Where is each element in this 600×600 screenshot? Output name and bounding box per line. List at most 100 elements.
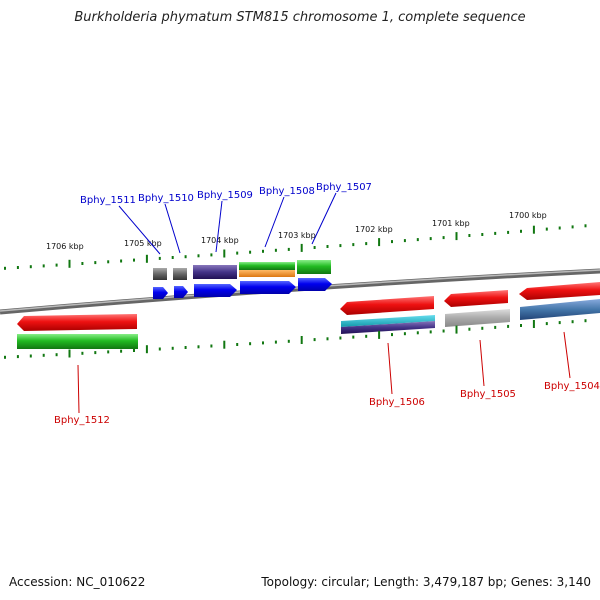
- scale-tick-minor: [29, 354, 32, 358]
- scale-tick-minor: [120, 349, 123, 353]
- gene-arrow-bphy-1512[interactable]: [17, 314, 137, 331]
- scale-tick-minor: [107, 350, 110, 354]
- scale-tick-minor: [339, 244, 342, 248]
- gene-block-bphy-1507-a[interactable]: [297, 260, 331, 274]
- scale-tick-major: [300, 336, 303, 344]
- leader-line-bphy-1509: [215, 200, 223, 253]
- gene-block-bphy-1506-a[interactable]: [341, 315, 435, 327]
- scale-tick-minor: [442, 329, 445, 333]
- gene-block-bphy-1504-a[interactable]: [520, 299, 600, 320]
- scale-tick-minor: [29, 265, 32, 269]
- scale-tick-minor: [94, 261, 97, 265]
- scale-tick-minor: [416, 238, 419, 242]
- scale-tick-minor: [262, 341, 264, 345]
- scale-label-1706: 1706 kbp: [46, 242, 84, 251]
- scale-tick-minor: [16, 266, 19, 269]
- gene-block-bphy-1508-a[interactable]: [239, 262, 295, 270]
- gene-block-bphy-1506-b[interactable]: [341, 321, 435, 334]
- scale-ticks-bottom: [4, 319, 587, 359]
- scale-tick-minor: [403, 239, 406, 243]
- scale-tick-minor: [481, 233, 484, 236]
- gene-arrow-bphy-1509[interactable]: [194, 284, 237, 297]
- gene-label-bphy-1504[interactable]: Bphy_1504: [544, 381, 600, 392]
- gene-blocks-top: [153, 260, 332, 299]
- scale-tick-minor: [584, 319, 587, 323]
- scale-tick-major: [145, 254, 148, 263]
- scale-tick-major: [455, 325, 458, 334]
- scale-tick-minor: [287, 339, 290, 343]
- scale-tick-minor: [171, 256, 174, 259]
- gene-block-bphy-1511-a[interactable]: [153, 268, 167, 280]
- accession-label: Accession: NC_010622: [9, 575, 146, 589]
- scale-tick-major: [68, 349, 71, 358]
- scale-tick-minor: [313, 338, 316, 342]
- scale-tick-minor: [416, 331, 419, 335]
- scale-tick-minor: [352, 335, 355, 339]
- gene-block-bphy-1510-a[interactable]: [173, 268, 187, 280]
- scale-tick-minor: [4, 355, 6, 359]
- scale-tick-minor: [274, 248, 277, 252]
- leader-line-bphy-1511: [118, 205, 161, 255]
- scale-tick-minor: [42, 264, 45, 268]
- leader-line-bphy-1510: [164, 203, 181, 254]
- scale-tick-minor: [507, 230, 510, 234]
- scale-tick-minor: [262, 249, 264, 253]
- gene-arrow-bphy-1505[interactable]: [444, 290, 508, 307]
- scale-tick-minor: [468, 234, 471, 237]
- scale-tick-major: [223, 249, 226, 258]
- scale-tick-minor: [94, 351, 97, 355]
- scale-tick-minor: [55, 263, 58, 267]
- gene-block-bphy-1509-a[interactable]: [193, 265, 237, 279]
- leader-line-bphy-1506: [387, 342, 393, 395]
- scale-tick-minor: [326, 245, 329, 248]
- scale-label-1705: 1705 kbp: [124, 239, 162, 248]
- gene-label-bphy-1506[interactable]: Bphy_1506: [369, 397, 425, 408]
- scale-labels: 1706 kbp 1705 kbp 1704 kbp 1703 kbp 1702…: [46, 211, 547, 251]
- scale-tick-minor: [55, 353, 58, 357]
- scale-tick-minor: [339, 336, 342, 340]
- gene-block-bphy-1512-a[interactable]: [17, 334, 138, 349]
- gene-arrow-bphy-1508[interactable]: [240, 281, 296, 294]
- scale-tick-minor: [481, 326, 484, 330]
- scale-tick-minor: [133, 258, 135, 262]
- scale-tick-minor: [520, 229, 522, 233]
- scale-tick-major: [455, 232, 458, 241]
- scale-tick-major: [145, 345, 148, 354]
- scale-tick-minor: [210, 253, 213, 257]
- scale-label-1700: 1700 kbp: [509, 211, 547, 220]
- topology-summary: Topology: circular; Length: 3,479,187 bp…: [261, 575, 591, 589]
- scale-tick-major: [378, 238, 381, 247]
- gene-label-bphy-1510[interactable]: Bphy_1510: [138, 193, 194, 204]
- scale-tick-minor: [391, 333, 393, 337]
- gene-label-bphy-1508[interactable]: Bphy_1508: [259, 186, 315, 197]
- scale-tick-minor: [4, 266, 6, 270]
- gene-label-bphy-1509[interactable]: Bphy_1509: [197, 190, 253, 201]
- scale-tick-minor: [571, 320, 574, 324]
- scale-tick-minor: [558, 226, 561, 230]
- gene-label-bphy-1512[interactable]: Bphy_1512: [54, 415, 110, 426]
- gene-arrow-bphy-1507[interactable]: [298, 278, 332, 291]
- scale-label-1702: 1702 kbp: [355, 225, 393, 234]
- scale-tick-minor: [81, 262, 84, 265]
- gene-label-bphy-1511[interactable]: Bphy_1511: [80, 195, 136, 206]
- scale-ticks-top: [4, 224, 587, 270]
- gene-label-bphy-1505[interactable]: Bphy_1505: [460, 389, 516, 400]
- gene-label-bphy-1507[interactable]: Bphy_1507: [316, 182, 372, 193]
- scale-tick-minor: [171, 346, 174, 350]
- scale-tick-minor: [107, 260, 110, 264]
- gene-block-bphy-1508-b[interactable]: [239, 270, 295, 277]
- scale-tick-minor: [158, 347, 161, 351]
- gene-block-bphy-1505-a[interactable]: [445, 309, 510, 327]
- scale-tick-minor: [365, 242, 368, 246]
- scale-tick-minor: [236, 251, 239, 255]
- gene-arrow-bphy-1511[interactable]: [153, 287, 168, 299]
- scale-tick-major: [378, 330, 381, 339]
- gene-arrow-bphy-1510[interactable]: [174, 286, 188, 298]
- scale-tick-minor: [429, 330, 432, 334]
- scale-tick-minor: [274, 340, 277, 344]
- gene-arrow-bphy-1504[interactable]: [519, 282, 600, 300]
- gene-arrow-bphy-1506[interactable]: [340, 296, 434, 315]
- scale-tick-minor: [81, 351, 84, 355]
- scale-label-1701: 1701 kbp: [432, 219, 470, 228]
